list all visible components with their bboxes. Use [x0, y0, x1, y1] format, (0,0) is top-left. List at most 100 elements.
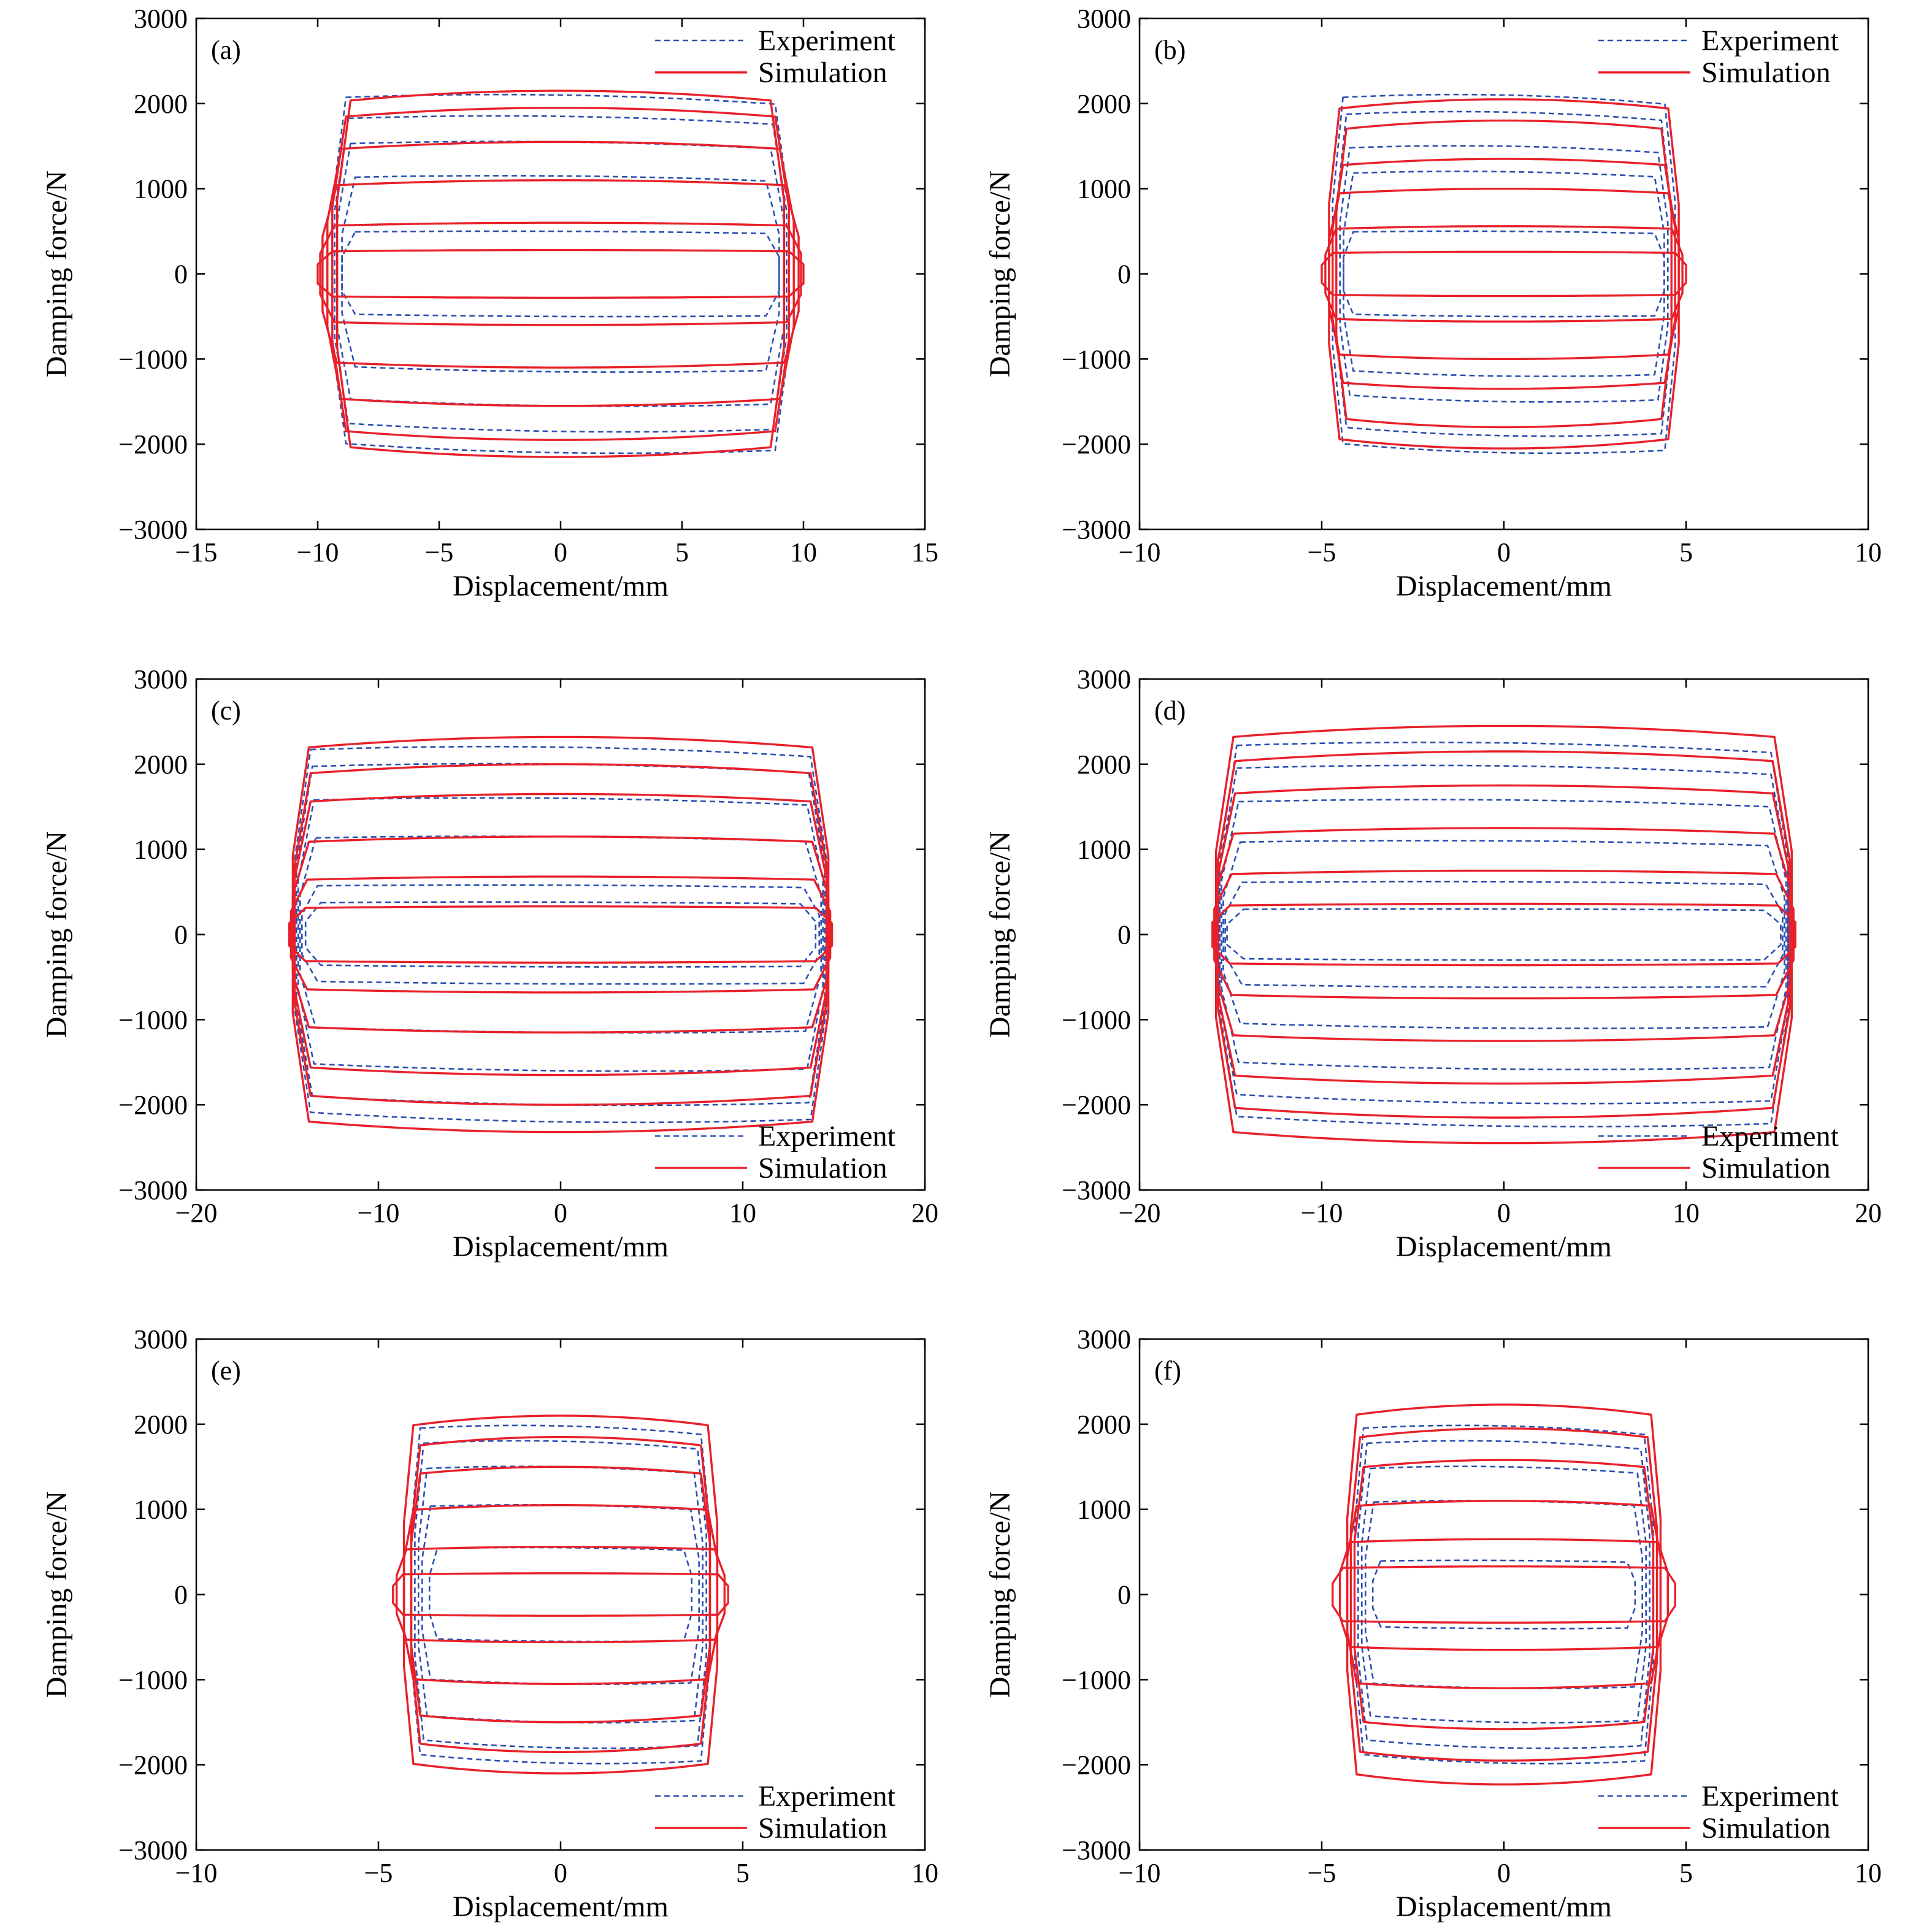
- x-tick-label: 0: [554, 1858, 567, 1888]
- x-axis-title: Displacement/mm: [1396, 1230, 1612, 1263]
- plot-frame: [1138, 678, 1869, 1191]
- y-tick-label: 3000: [134, 4, 188, 34]
- y-tick-label: 1000: [134, 174, 188, 204]
- y-tick-label: −3000: [1062, 515, 1131, 545]
- loop-simulation-5: [331, 107, 790, 441]
- y-tick-label: 1000: [1077, 835, 1131, 865]
- loop-simulation-2: [1213, 869, 1795, 1000]
- y-axis-title: Damping force/N: [984, 171, 1016, 377]
- loop-simulation-4: [1217, 784, 1791, 1085]
- series-experiment: [410, 1424, 711, 1765]
- y-tick-label: 0: [1117, 259, 1131, 290]
- panel-label: (e): [211, 1356, 241, 1386]
- x-axis-title: Displacement/mm: [453, 1230, 669, 1263]
- loop-simulation-3: [291, 835, 830, 1034]
- legend-label-experiment: Experiment: [1701, 1120, 1839, 1153]
- loop-simulation-4: [410, 1465, 711, 1724]
- x-tick-label: 20: [911, 1198, 938, 1228]
- loop-experiment-1: [341, 230, 780, 318]
- loop-simulation-5: [410, 1436, 711, 1753]
- loop-simulation-5: [1335, 119, 1673, 429]
- loop-experiment-6: [294, 745, 827, 1124]
- x-tick-label: 10: [790, 537, 817, 567]
- loop-simulation-1: [1332, 1565, 1676, 1624]
- y-tick-label: −3000: [1062, 1175, 1131, 1205]
- loop-experiment-5: [1354, 1424, 1654, 1765]
- series-experiment: [331, 93, 790, 455]
- chart-panel-e: −10 −5 0 5 10 −3000 −2000 −1000 0 1000 2000 3000 Dis…: [40, 1324, 938, 1923]
- y-tick-label: 0: [1117, 1580, 1131, 1610]
- loop-simulation-6: [291, 735, 830, 1134]
- loop-experiment-3: [1339, 145, 1669, 403]
- loop-experiment-3: [299, 835, 822, 1034]
- y-tick-label: 2000: [1077, 1410, 1131, 1440]
- loop-simulation-2: [319, 221, 802, 326]
- legend-label-simulation: Simulation: [758, 1812, 887, 1844]
- legend-label-experiment: Experiment: [758, 1120, 896, 1153]
- loop-simulation-6: [1215, 724, 1793, 1145]
- loop-experiment-2: [1365, 1500, 1643, 1689]
- y-tick-label: −1000: [118, 1005, 188, 1035]
- loop-experiment-1: [1226, 908, 1782, 961]
- series-simulation: [288, 735, 834, 1134]
- y-tick-label: −2000: [118, 1750, 188, 1780]
- loop-experiment-2: [1343, 171, 1665, 377]
- x-axis-title: Displacement/mm: [1396, 570, 1612, 602]
- x-tick-label: −10: [1301, 1198, 1343, 1228]
- x-tick-label: 15: [911, 537, 938, 567]
- series-simulation: [1321, 98, 1687, 450]
- y-tick-label: 0: [1117, 920, 1131, 950]
- x-tick-label: −10: [1119, 1858, 1161, 1888]
- y-tick-label: −3000: [118, 515, 188, 545]
- loop-simulation-6: [1346, 1403, 1662, 1786]
- loop-simulation-6: [1328, 98, 1680, 450]
- y-tick-label: −1000: [118, 1665, 188, 1695]
- x-axis-title: Displacement/mm: [1396, 1890, 1612, 1923]
- loop-experiment-4: [297, 797, 824, 1072]
- x-tick-label: −10: [1119, 537, 1161, 567]
- x-axis-title: Displacement/mm: [453, 1890, 669, 1923]
- loop-experiment-5: [410, 1424, 711, 1765]
- loop-simulation-5: [293, 763, 828, 1106]
- y-tick-label: −1000: [118, 344, 188, 374]
- loop-experiment-6: [1219, 742, 1789, 1127]
- loop-experiment-1: [428, 1546, 693, 1643]
- loop-experiment-4: [1221, 799, 1787, 1070]
- y-tick-label: 3000: [1077, 1324, 1131, 1354]
- loop-simulation-1: [1321, 250, 1687, 297]
- y-tick-label: −2000: [1062, 1090, 1131, 1120]
- series-simulation: [1332, 1403, 1676, 1786]
- loop-simulation-6: [336, 90, 785, 458]
- loop-simulation-4: [326, 140, 795, 407]
- loop-simulation-1: [316, 248, 805, 299]
- legend-label-simulation: Simulation: [1701, 56, 1831, 89]
- y-tick-label: 3000: [134, 1324, 188, 1354]
- y-axis-title: Damping force/N: [40, 831, 73, 1038]
- legend-label-simulation: Simulation: [758, 56, 887, 89]
- loop-simulation-3: [1215, 827, 1793, 1042]
- x-tick-label: −20: [175, 1198, 218, 1228]
- chart-panel-f: −10 −5 0 5 10 −3000 −2000 −1000 0 1000 2000 3000 Dis…: [984, 1324, 1882, 1923]
- series-simulation: [392, 1414, 729, 1775]
- x-tick-label: 0: [1497, 537, 1511, 567]
- y-tick-label: −3000: [118, 1175, 188, 1205]
- loop-experiment-3: [1222, 840, 1785, 1029]
- x-tick-label: 10: [1673, 1198, 1700, 1228]
- loop-experiment-5: [296, 762, 826, 1107]
- x-tick-label: −10: [175, 1858, 218, 1888]
- y-axis-title: Damping force/N: [984, 1491, 1016, 1698]
- y-tick-label: 0: [174, 920, 188, 950]
- legend-label-experiment: Experiment: [758, 25, 896, 57]
- y-tick-label: −3000: [118, 1835, 188, 1865]
- y-axis-title: Damping force/N: [984, 831, 1016, 1038]
- loop-simulation-4: [1353, 1459, 1655, 1730]
- x-tick-label: −5: [425, 537, 454, 567]
- y-tick-label: 3000: [1077, 4, 1131, 34]
- panel-label: (a): [211, 35, 241, 65]
- x-tick-label: −5: [1308, 537, 1336, 567]
- legend-label-simulation: Simulation: [1701, 1152, 1831, 1184]
